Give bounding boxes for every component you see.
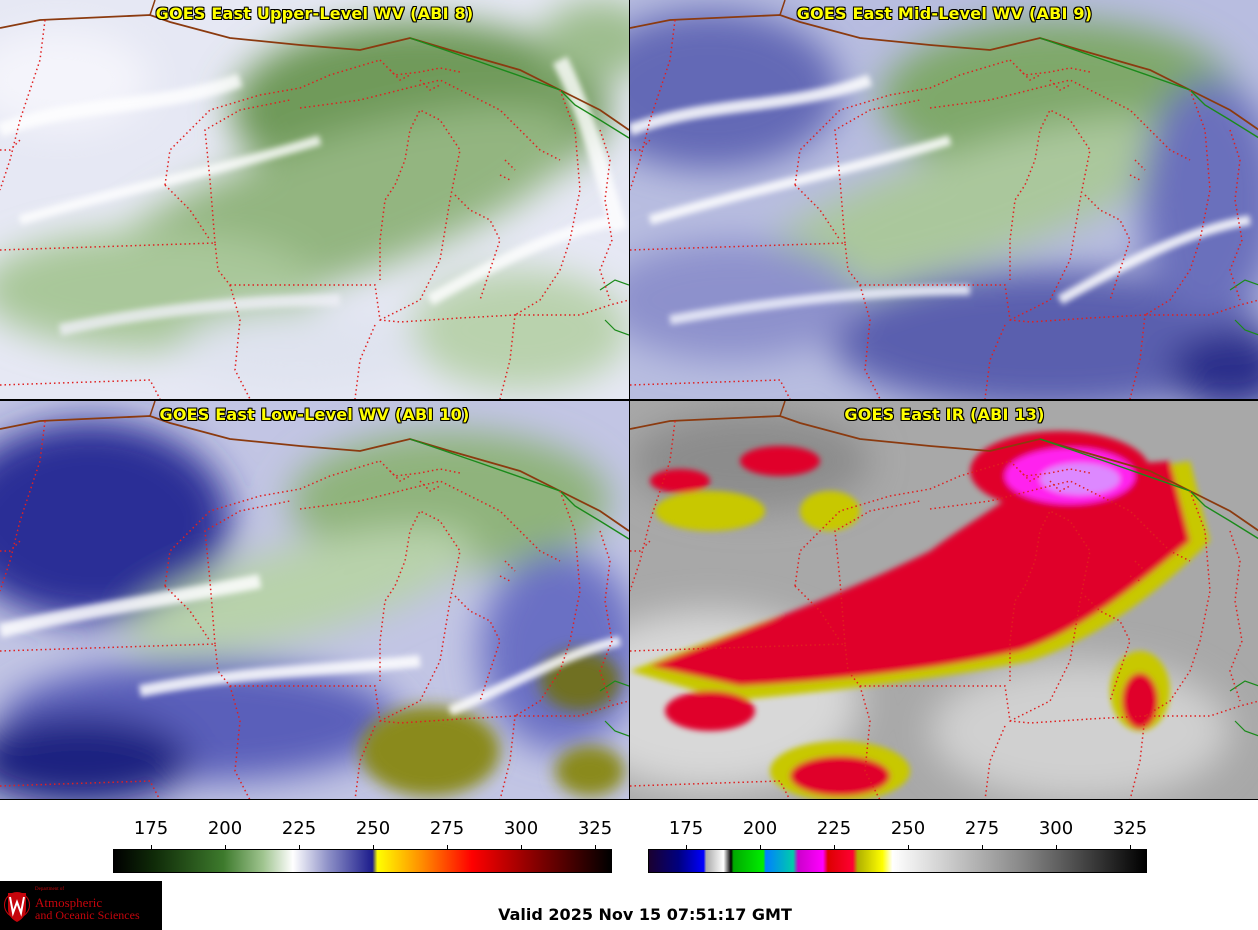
tick-mark (834, 845, 835, 850)
logo-dept-text: Department of (35, 887, 65, 892)
ir-image (630, 401, 1258, 800)
tick-mark (447, 845, 448, 850)
tick-label: 175 (133, 818, 169, 839)
tick-mark (595, 845, 596, 850)
tick-mark (1056, 845, 1057, 850)
wv-colorbar (113, 849, 612, 873)
tick-label: 275 (964, 818, 1000, 839)
tick-label: 225 (816, 818, 852, 839)
tick-mark (373, 845, 374, 850)
tick-mark (760, 845, 761, 850)
panel-ir: GOES East IR (ABI 13) (630, 401, 1258, 800)
panel-divider-horizontal (0, 399, 1258, 401)
valid-time-label: Valid 2025 Nov 15 07:51:17 GMT (498, 905, 792, 924)
logo-line-2: and Oceanic Sciences (35, 908, 140, 922)
tick-label: 200 (742, 818, 778, 839)
tick-mark (686, 845, 687, 850)
tick-label: 300 (503, 818, 539, 839)
panel-title: GOES East IR (ABI 13) (844, 405, 1045, 424)
tick-label: 275 (429, 818, 465, 839)
tick-label: 300 (1038, 818, 1074, 839)
tick-mark (299, 845, 300, 850)
tick-mark (151, 845, 152, 850)
tick-mark (1130, 845, 1131, 850)
upper-level-wv-image (0, 0, 629, 399)
panel-title: GOES East Upper-Level WV (ABI 8) (155, 4, 474, 23)
panel-title: GOES East Low-Level WV (ABI 10) (159, 405, 470, 424)
tick-mark (982, 845, 983, 850)
panel-low-level-wv: GOES East Low-Level WV (ABI 10) (0, 401, 629, 800)
panel-mid-level-wv: GOES East Mid-Level WV (ABI 9) (630, 0, 1258, 399)
uw-shield-icon (4, 892, 30, 922)
tick-label: 175 (668, 818, 704, 839)
tick-label: 225 (281, 818, 317, 839)
panel-upper-level-wv: GOES East Upper-Level WV (ABI 8) (0, 0, 629, 399)
mid-level-wv-image (630, 0, 1258, 399)
aos-logo[interactable]: Department of Atmospheric and Oceanic Sc… (0, 881, 162, 930)
ir-colorbar (648, 849, 1147, 873)
tick-label: 250 (890, 818, 926, 839)
tick-mark (521, 845, 522, 850)
tick-label: 200 (207, 818, 243, 839)
ir-colorbar-ticks: 175 200 225 250 275 300 325 (648, 818, 1148, 850)
tick-label: 325 (577, 818, 613, 839)
tick-mark (225, 845, 226, 850)
panel-title: GOES East Mid-Level WV (ABI 9) (796, 4, 1093, 23)
tick-mark (908, 845, 909, 850)
tick-label: 325 (1112, 818, 1148, 839)
low-level-wv-image (0, 401, 629, 800)
panel-bottom-border (0, 799, 1258, 800)
logo-line-1: Atmospheric (35, 895, 103, 910)
tick-label: 250 (355, 818, 391, 839)
wv-colorbar-ticks: 175 200 225 250 275 300 325 (113, 818, 613, 850)
